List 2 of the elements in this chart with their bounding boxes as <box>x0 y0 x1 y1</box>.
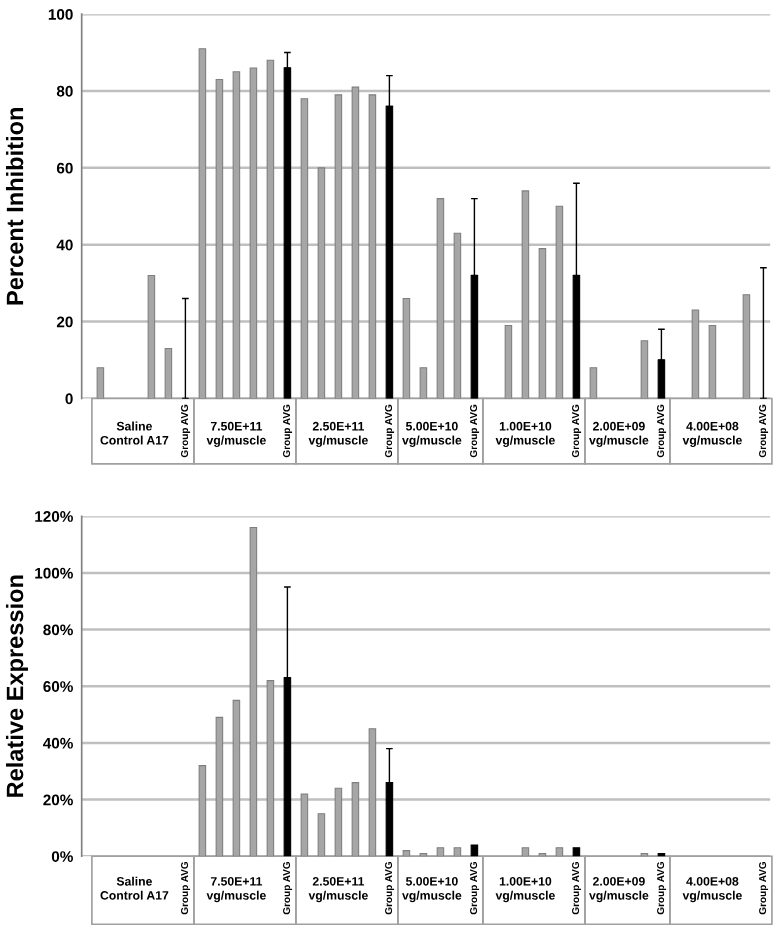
y-axis-title: Percent Inhibition <box>5 108 24 305</box>
y-axis-title: Relative Expression <box>5 575 28 797</box>
